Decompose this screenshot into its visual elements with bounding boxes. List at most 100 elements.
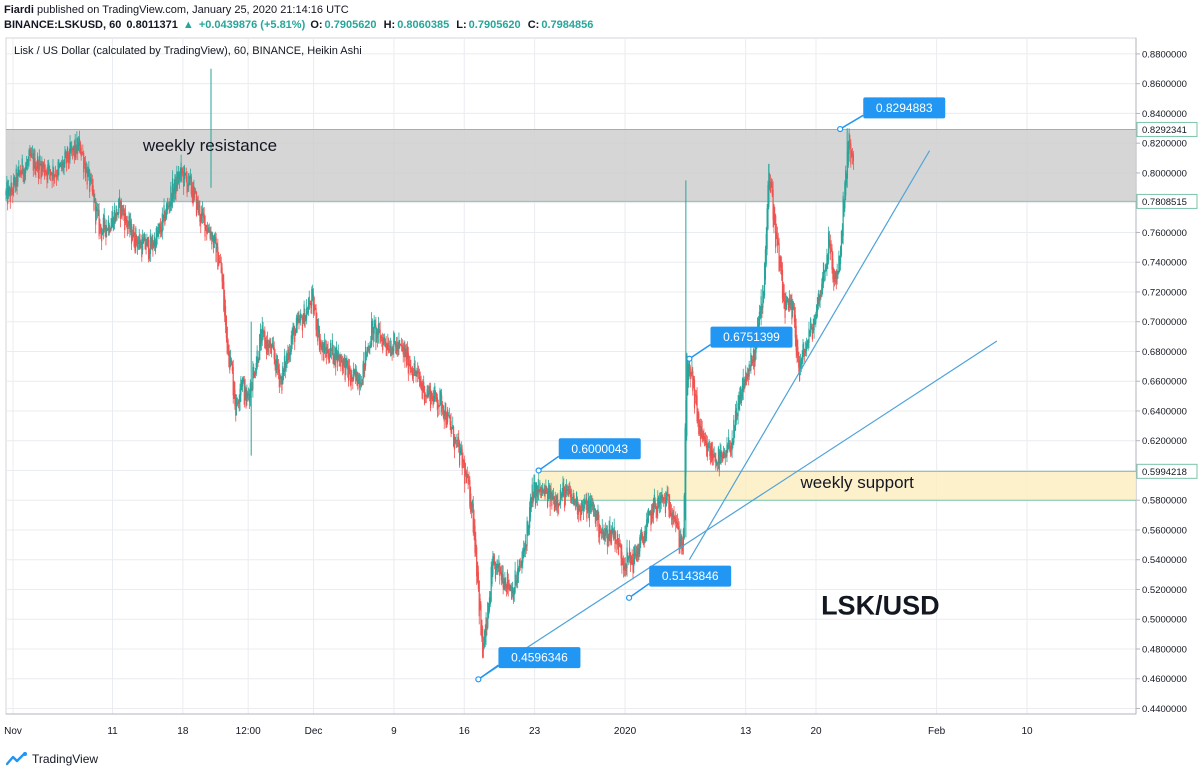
candle-body (21, 158, 23, 174)
candle-body (306, 307, 308, 318)
candle-body (209, 231, 211, 239)
candle-body (265, 339, 267, 342)
candle-body (541, 487, 544, 493)
candle-body (647, 508, 649, 523)
candle-body (300, 316, 303, 318)
candle-body (488, 597, 491, 611)
candle-body (709, 446, 711, 456)
candle-body (609, 525, 611, 535)
candle-body (500, 571, 503, 581)
y-tick-label: 0.5800000 (1142, 496, 1187, 507)
candle-body (182, 171, 184, 173)
candle-body (378, 329, 380, 331)
candle-body (152, 241, 154, 249)
candle-body (283, 356, 286, 372)
candle-body (393, 332, 395, 351)
candle-body (216, 243, 218, 250)
tradingview-footer[interactable]: TradingView (5, 749, 98, 769)
candle-body (785, 300, 787, 310)
candle-body (108, 225, 110, 234)
candle-body (839, 263, 841, 265)
candle-body (366, 347, 368, 356)
candle-body (605, 529, 607, 536)
candle-body (445, 410, 447, 425)
candle-body (546, 490, 549, 507)
candle-body (671, 514, 673, 521)
candle-body (359, 382, 362, 384)
candle-body (637, 551, 639, 557)
candle-body (258, 358, 260, 361)
x-tick-label: 10 (1021, 726, 1033, 737)
candle-body (820, 296, 822, 298)
candle-body (693, 377, 695, 382)
price-chart[interactable]: 0.8800000 0.8600000 0.8400000 0.8200000 0.80… (0, 36, 1200, 746)
candle-body (94, 197, 96, 200)
candle-body (810, 318, 812, 334)
candle-body (349, 370, 351, 381)
candle-body (640, 532, 642, 545)
candle-body (737, 402, 739, 417)
candle-body (602, 530, 604, 535)
candle-body (831, 248, 833, 270)
candle-body (517, 568, 519, 582)
y-tick-label: 0.6600000 (1142, 377, 1187, 388)
candle-body (83, 162, 86, 164)
candle-body (252, 366, 254, 390)
candle-body (499, 563, 501, 577)
candle-body (619, 544, 621, 546)
candle-body (573, 495, 575, 506)
candle-body (400, 344, 403, 346)
change-value: +0.0439876 (+5.81%) (198, 19, 306, 31)
candle-body (566, 489, 568, 492)
candle-body (511, 587, 513, 600)
candle-body (261, 325, 263, 341)
candle-body (582, 505, 585, 512)
candle-body (279, 378, 281, 380)
candle-body (217, 246, 219, 270)
candle-body (413, 363, 415, 376)
candle-body (41, 162, 43, 172)
candle-body (769, 183, 772, 193)
candle-body (402, 346, 404, 355)
candle-body (172, 189, 175, 199)
candle-body (63, 161, 65, 167)
candle-body (772, 189, 774, 220)
candle-body (300, 313, 302, 320)
candle-body (321, 345, 323, 352)
candle-body (91, 179, 93, 192)
candle-body (309, 302, 311, 304)
x-tick-label: 16 (459, 726, 471, 737)
candle-body (225, 315, 227, 338)
candle-body (329, 342, 332, 358)
candle-body (156, 234, 158, 238)
candle-body (636, 546, 638, 558)
candle-body (323, 346, 325, 361)
candle-body (481, 619, 483, 638)
x-tick-label: 11 (107, 726, 118, 737)
candle-body (302, 320, 304, 324)
close-value: 0.7984856 (541, 19, 594, 31)
candle-body (706, 444, 708, 458)
candle-body (519, 565, 521, 567)
candle-body (160, 229, 163, 235)
candle-body (724, 453, 726, 458)
candle-body (716, 461, 718, 464)
candle-body (545, 486, 547, 494)
candle-body (751, 360, 754, 364)
candle-body (796, 338, 798, 356)
candle-body (245, 389, 247, 408)
candle-body (754, 344, 756, 362)
candle-body (269, 341, 271, 347)
candle-body (603, 532, 605, 540)
candle-body (810, 325, 813, 330)
symbol-label: BINANCE:LSKUSD, 60 (4, 19, 122, 31)
candle-body (524, 540, 526, 550)
candle-body (794, 314, 796, 338)
candle-body (31, 154, 34, 156)
candle-body (278, 369, 280, 388)
candle-body (287, 349, 289, 360)
candle-body (70, 150, 72, 151)
candle-body (346, 357, 348, 364)
candle-body (450, 421, 452, 433)
candle-body (607, 538, 609, 542)
